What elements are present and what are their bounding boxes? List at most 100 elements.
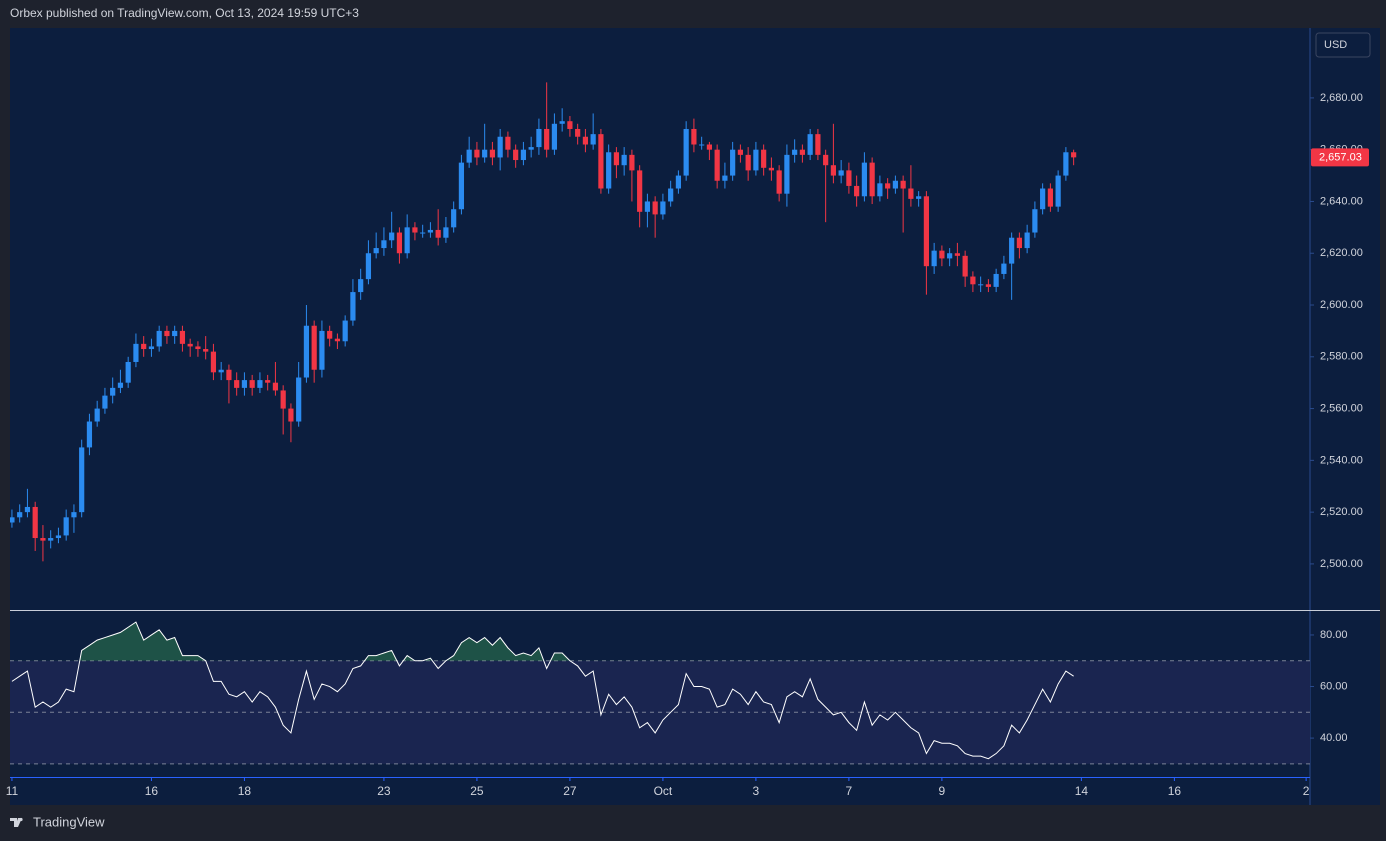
candle-body [474,149,480,158]
candle-body [435,229,441,238]
candle-body [993,273,999,287]
y-tick-label: 80.00 [1320,629,1348,641]
candle-body [156,330,162,347]
candle-body [792,149,798,155]
candle-body [900,180,906,189]
candle-body [342,320,348,342]
candle-body [892,180,898,189]
candle-body [559,121,565,124]
candle-body [102,395,108,409]
candle-body [40,538,46,541]
candle-body [404,227,410,254]
candle-body [737,149,744,155]
candle-body [1063,152,1069,176]
candle-body [79,447,85,513]
x-tick-label: 2 [1303,784,1310,798]
candle-body [427,229,434,233]
candle-body [1001,263,1007,274]
candle-body [923,196,929,267]
candle-body [799,149,805,155]
candle-body [117,382,124,388]
currency-button[interactable] [1315,32,1371,58]
price-tag [1311,148,1369,167]
candle-body [296,377,302,422]
candle-body [846,170,852,186]
candle-body [745,154,751,171]
candle-body [458,162,465,210]
candle-body [327,330,333,339]
candle-body [1032,209,1038,233]
candle-body [381,240,387,249]
candle-body [234,380,240,388]
candle-body [505,136,511,150]
header: Orbex published on TradingView.com, Oct … [10,6,359,20]
candle-body [179,330,186,344]
candle-body [660,201,666,215]
candle-body [939,250,945,259]
candle-body [954,253,960,256]
y-tick-label: 2,620.00 [1320,247,1363,259]
candle-body [1047,188,1053,207]
candle-body [567,121,573,129]
x-tick-label: Oct [654,784,673,798]
x-tick-label: 25 [470,784,484,798]
x-tick-label: 11 [6,784,19,798]
candle-body [110,387,116,396]
y-tick-label: 60.00 [1320,680,1348,692]
candle-body [776,170,782,194]
y-tick-label: 2,680.00 [1320,92,1363,104]
candle-body [970,276,976,285]
candle-body [877,183,883,197]
candle-body [218,369,224,373]
candle-body [652,201,658,215]
x-tick-label: 3 [753,784,760,798]
candle-body [350,292,356,321]
candle-body [861,162,867,197]
footer: TradingView [33,814,105,829]
candle-body [869,162,875,197]
currency[interactable]: USD [1324,39,1347,51]
candle-body [55,535,62,539]
candle-body [621,154,627,166]
y-tick-label: 2,640.00 [1320,195,1363,207]
candle-body [753,149,759,171]
candle-body [978,284,984,286]
candle-body [582,136,589,145]
candle-body [10,517,15,523]
candle-body [706,144,713,150]
candle-body [141,343,147,350]
candle-body [575,128,581,137]
candle-body [94,408,100,422]
candle-body [854,185,860,197]
candle-body [730,149,736,176]
candle-body [412,227,418,233]
candle-body [396,232,403,254]
candle-body [675,175,682,189]
candle-body [334,338,341,342]
candle-body [1016,237,1022,249]
x-tick-label: 23 [377,784,391,798]
candle-body [528,147,534,150]
candle-body [187,343,193,347]
candle-body [358,279,364,293]
candle-body [598,134,604,189]
candle-body [420,232,426,234]
candle-body [606,152,612,189]
candle-body [288,408,294,422]
candle-body [590,134,596,145]
y-tick-label: 2,520.00 [1320,506,1363,518]
candle-body [86,421,93,448]
rsi-line [11,621,1074,760]
candle-body [272,382,279,391]
candle-body [916,196,922,199]
candle-body [1071,152,1077,158]
candle-body [265,380,271,383]
y-tick-label: 2,500.00 [1320,558,1363,570]
candle-body [148,346,155,350]
candle-body [544,128,550,150]
candle-body [520,149,527,161]
candle-body [722,175,728,181]
candle-body [63,517,69,536]
